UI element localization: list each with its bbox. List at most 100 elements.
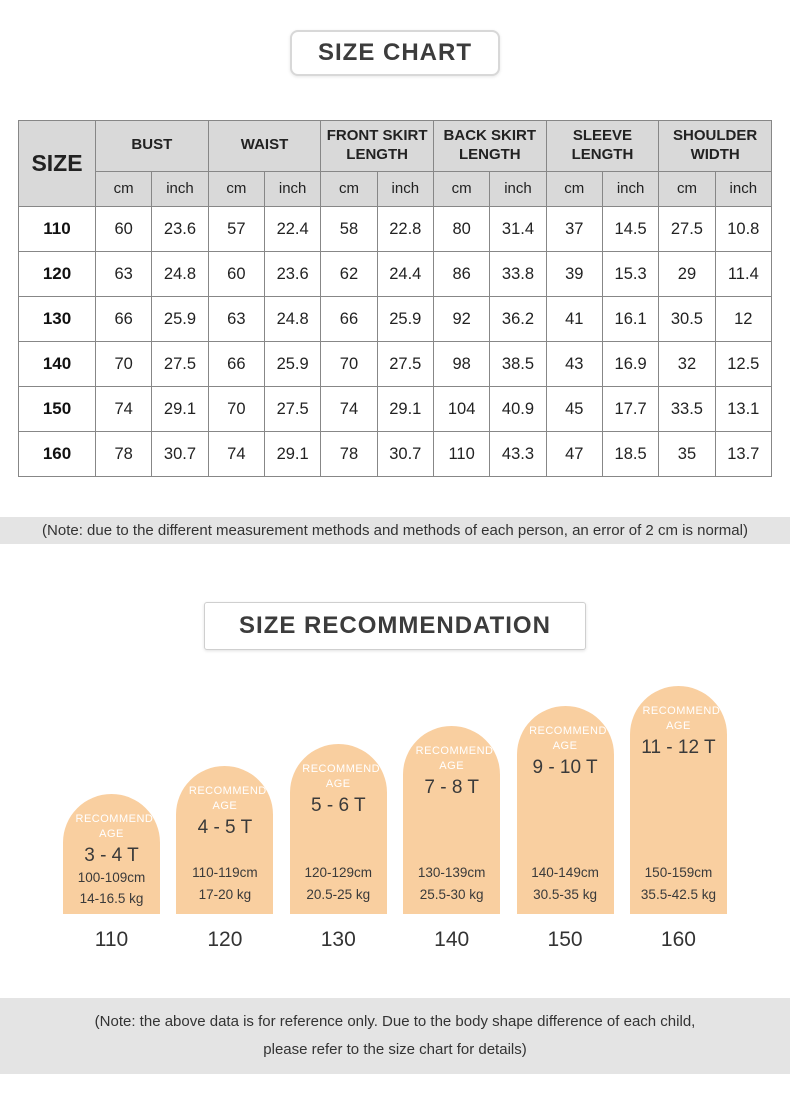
row-size-label: 120 xyxy=(18,251,96,298)
measurement-cell: 60 xyxy=(94,206,153,253)
col-group-front-skirt-length: FRONT SKIRT LENGTH xyxy=(320,120,434,172)
col-group-shoulder-width: SHOULDER WIDTH xyxy=(658,120,772,172)
dome-size-label: 140 xyxy=(434,928,470,952)
measurement-cell: 27.5 xyxy=(376,341,434,388)
measurement-cell: 39 xyxy=(545,251,603,298)
table-row: 150 74 29.1 70 27.5 74 29.1 104 40.9 45 17.7 33.5 13… xyxy=(18,386,773,433)
unit-header-row: cm inch cm inch cm inch cm inch cm inch cm inch xyxy=(19,170,773,208)
measurement-cell: 12.5 xyxy=(714,341,773,388)
measurement-cell: 13.1 xyxy=(714,386,773,433)
dome-size-label: 160 xyxy=(660,928,696,952)
page-title: SIZE CHART xyxy=(290,30,500,76)
table-row: 140 70 27.5 66 25.9 70 27.5 98 38.5 43 16.9 32 12.5 xyxy=(18,341,773,388)
measurement-cell: 98 xyxy=(432,341,491,388)
col-group-back-skirt-length: BACK SKIRT LENGTH xyxy=(432,120,547,172)
measurement-cell: 22.4 xyxy=(263,206,322,253)
measurement-note-bar: (Note: due to the different measurement … xyxy=(0,517,790,545)
measurement-cell: 30.7 xyxy=(151,431,209,478)
size-recommendation-section: SIZE RECOMMENDATION RECOMMEND AGE 3 - 4 T… xyxy=(0,602,790,1074)
reference-note-line2: please refer to the size chart for detai… xyxy=(263,1041,527,1058)
measurement-cell: 43.3 xyxy=(489,431,547,478)
height-range: 100-109cm xyxy=(77,869,146,885)
height-range: 120-129cm xyxy=(304,865,373,881)
size-table: SIZE BUST WAIST FRONT SKIRT LENGTH BACK … xyxy=(18,119,773,478)
measurement-cell: 27.5 xyxy=(151,341,209,388)
col-group-bust: BUST xyxy=(95,120,209,172)
size-dome-150: RECOMMEND AGE 9 - 10 T 140-149cm 30.5-35 kg xyxy=(516,706,614,915)
measurement-cell: 24.8 xyxy=(263,296,322,343)
measurement-cell: 62 xyxy=(320,251,378,298)
reference-note-bar: (Note: the above data is for reference o… xyxy=(0,998,790,1074)
measurement-cell: 37 xyxy=(545,206,603,253)
col-group-waist: WAIST xyxy=(207,120,322,172)
unit-header-inch: inch xyxy=(714,170,773,208)
height-weight-block: 100-109cm 14-16.5 kg xyxy=(78,867,146,910)
weight-range: 17-20 kg xyxy=(198,886,252,902)
height-range: 150-159cm xyxy=(644,865,713,881)
unit-header-inch: inch xyxy=(489,170,547,208)
measurement-cell: 30.7 xyxy=(376,431,434,478)
height-weight-block: 150-159cm 35.5-42.5 kg xyxy=(641,862,716,905)
age-range: 3 - 4 T xyxy=(84,844,139,866)
measurement-cell: 16.1 xyxy=(601,296,660,343)
size-header-cell: SIZE xyxy=(18,119,96,208)
measurement-cell: 70 xyxy=(94,341,153,388)
size-dome-130: RECOMMEND AGE 5 - 6 T 120-129cm 20.5-25 kg xyxy=(289,744,387,915)
measurement-cell: 74 xyxy=(320,386,378,433)
age-range: 11 - 12 T xyxy=(641,736,716,758)
measurement-cell: 63 xyxy=(207,296,265,343)
measurement-cell: 16.9 xyxy=(601,341,660,388)
measurement-cell: 43 xyxy=(545,341,603,388)
row-size-label: 150 xyxy=(18,386,96,433)
measurement-cell: 66 xyxy=(320,296,378,343)
measurement-cell: 78 xyxy=(320,431,378,478)
unit-header-inch: inch xyxy=(601,170,660,208)
measurement-cell: 92 xyxy=(432,296,491,343)
measurement-cell: 60 xyxy=(207,251,265,298)
unit-header-cm: cm xyxy=(320,170,378,208)
size-table-body: 110 60 23.6 57 22.4 58 22.8 80 31.4 37 14.5 27.5 10.… xyxy=(18,206,773,478)
measurement-cell: 70 xyxy=(320,341,378,388)
size-chart-title-wrap: SIZE CHART xyxy=(0,0,790,76)
col-group-sleeve-length: SLEEVE LENGTH xyxy=(545,120,660,172)
height-weight-block: 120-129cm 20.5-25 kg xyxy=(305,862,373,905)
measurement-cell: 47 xyxy=(545,431,603,478)
recommendation-domes: RECOMMEND AGE 3 - 4 T 100-109cm 14-16.5 kg R… xyxy=(63,684,727,915)
measurement-cell: 27.5 xyxy=(263,386,322,433)
size-table-head: SIZE BUST WAIST FRONT SKIRT LENGTH BACK … xyxy=(18,119,773,208)
measurement-cell: 57 xyxy=(207,206,265,253)
unit-header-inch: inch xyxy=(376,170,434,208)
recommend-age-label: RECOMMEND AGE xyxy=(415,745,494,772)
measurement-cell: 18.5 xyxy=(601,431,660,478)
measurement-cell: 29.1 xyxy=(151,386,209,433)
measurement-cell: 24.4 xyxy=(376,251,434,298)
recommendation-size-labels: 110 120 130 140 150 160 xyxy=(63,928,727,952)
size-recommendation-title-wrap: SIZE RECOMMENDATION xyxy=(0,602,790,651)
measurement-cell: 86 xyxy=(432,251,491,298)
measurement-cell: 27.5 xyxy=(658,206,716,253)
unit-header-inch: inch xyxy=(263,170,322,208)
measurement-cell: 30.5 xyxy=(658,296,716,343)
row-size-label: 160 xyxy=(18,431,96,478)
unit-header-cm: cm xyxy=(432,170,491,208)
dome-size-label: 120 xyxy=(207,928,243,952)
height-range: 140-149cm xyxy=(531,865,599,881)
measurement-cell: 25.9 xyxy=(263,341,322,388)
dome-size-label: 150 xyxy=(547,928,583,952)
table-row: 160 78 30.7 74 29.1 78 30.7 110 43.3 47 18.5 35 13.7 xyxy=(18,431,773,478)
measurement-cell: 29 xyxy=(658,251,716,298)
measurement-cell: 80 xyxy=(432,206,491,253)
group-header-row: SIZE BUST WAIST FRONT SKIRT LENGTH BACK … xyxy=(18,119,772,208)
measurement-cell: 12 xyxy=(714,296,773,343)
height-weight-block: 140-149cm 30.5-35 kg xyxy=(531,862,599,905)
recommend-age-label: RECOMMEND AGE xyxy=(529,725,607,752)
size-dome-140: RECOMMEND AGE 7 - 8 T 130-139cm 25.5-30 kg xyxy=(403,726,501,915)
recommend-age-label: RECOMMEND AGE xyxy=(302,763,381,790)
measurement-cell: 45 xyxy=(545,386,603,433)
recommend-age-label: RECOMMEND AGE xyxy=(188,785,267,812)
unit-header-inch: inch xyxy=(151,170,209,208)
size-dome-120: RECOMMEND AGE 4 - 5 T 110-119cm 17-20 kg xyxy=(176,766,274,915)
measurement-cell: 36.2 xyxy=(489,296,547,343)
measurement-cell: 104 xyxy=(432,386,491,433)
row-size-label: 140 xyxy=(18,341,96,388)
